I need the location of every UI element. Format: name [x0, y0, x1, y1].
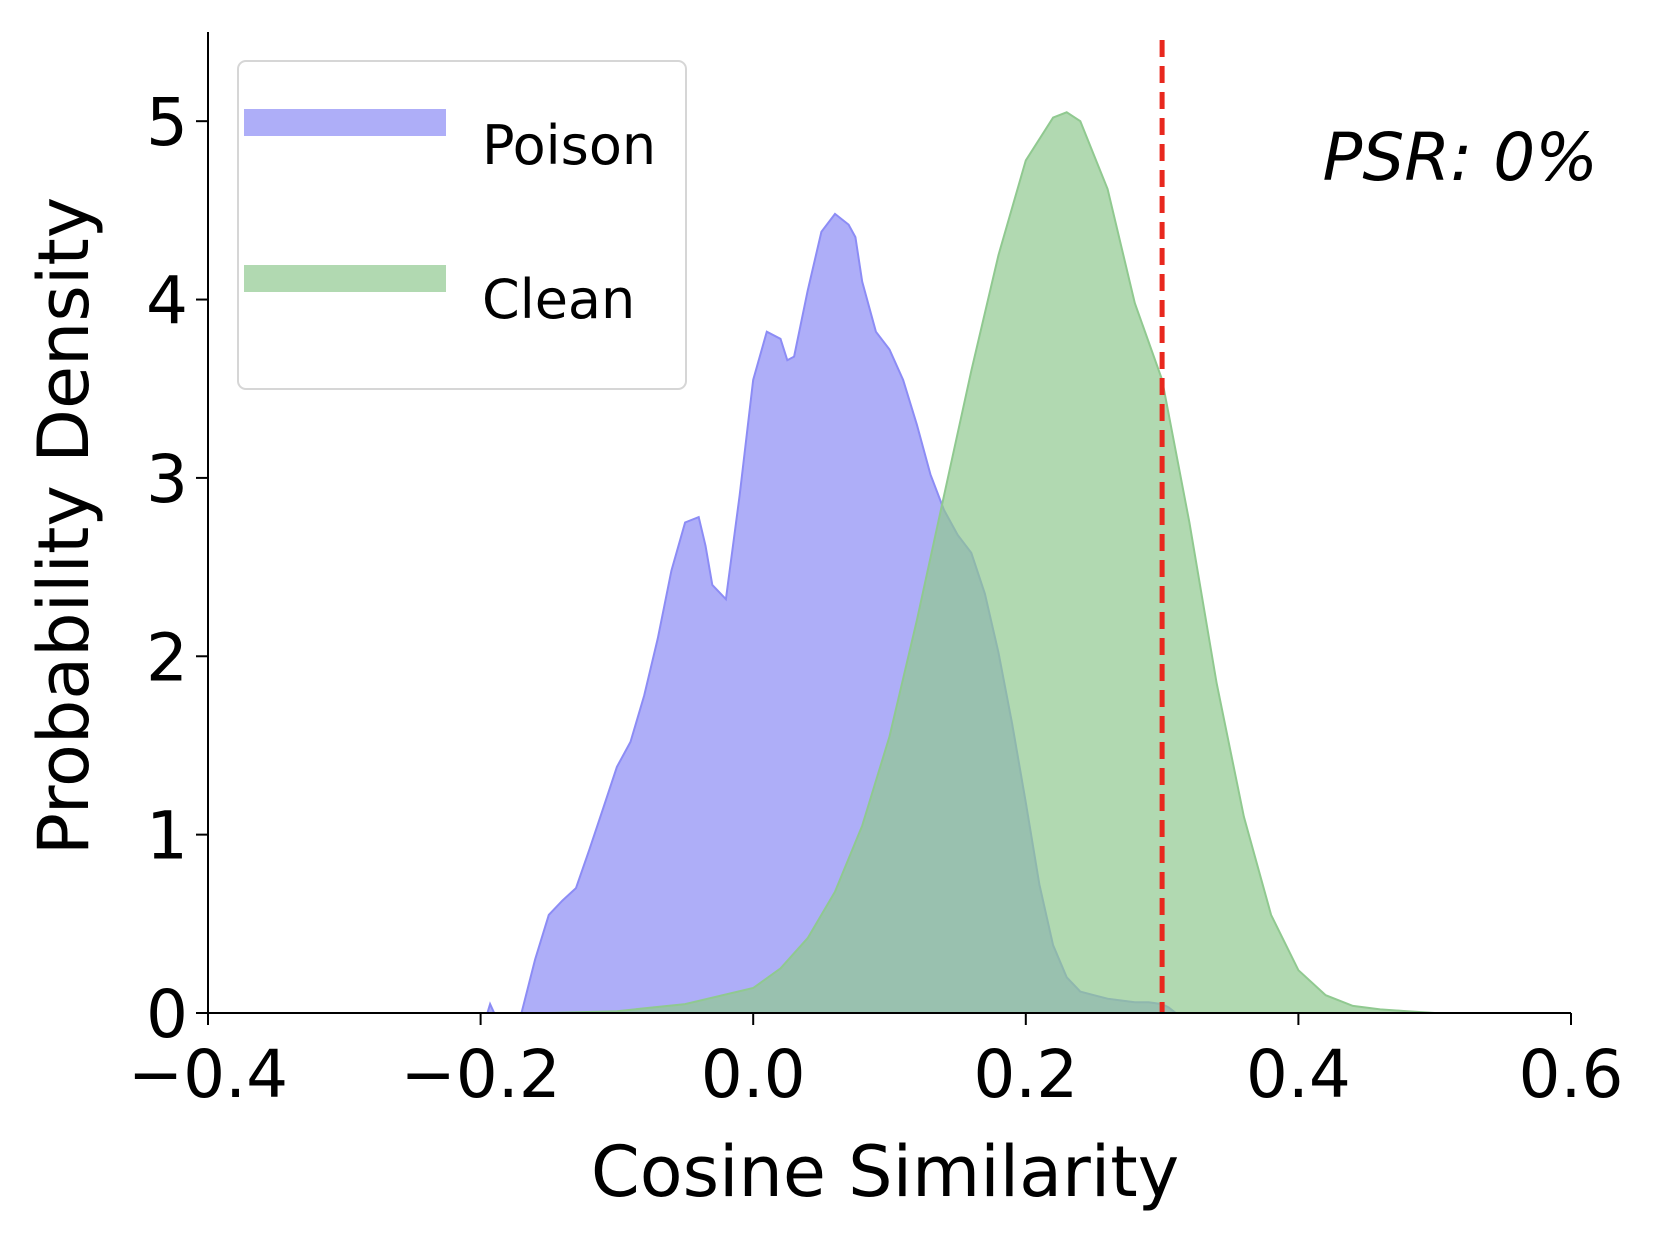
y-axis-label: Probability Density — [23, 197, 105, 855]
y-tick-label: 4 — [146, 263, 188, 340]
y-tick-label: 1 — [146, 798, 188, 875]
y-tick-label: 5 — [146, 84, 188, 161]
legend-frame — [237, 60, 687, 390]
area-clean — [548, 111, 1449, 1014]
x-axis-label: Cosine Similarity — [591, 1131, 1179, 1213]
legend-label-clean: Clean — [482, 268, 635, 331]
x-tick-label: 0.4 — [1246, 1036, 1351, 1113]
legend-label-poison: Poison — [482, 114, 656, 177]
series-layer — [486, 111, 1449, 1014]
legend-swatch-poison — [244, 109, 446, 136]
x-tick-label: 0.0 — [701, 1036, 806, 1113]
x-tick-label: 0.2 — [973, 1036, 1078, 1113]
y-tick-label: 2 — [146, 619, 188, 696]
y-tick-label: 3 — [146, 441, 188, 518]
legend: Poison Clean — [237, 60, 687, 390]
axes-layer: −0.4 −0.2 0.0 0.2 0.4 0.6 0 1 2 3 4 5 — [128, 32, 1624, 1113]
x-tick-label: −0.4 — [128, 1036, 288, 1113]
x-tick-label: 0.6 — [1519, 1036, 1624, 1113]
x-tick-label: −0.2 — [400, 1036, 560, 1113]
legend-swatch-clean — [244, 265, 446, 292]
psr-annotation: PSR: 0% — [1323, 119, 1598, 196]
y-tick-label: 0 — [146, 976, 188, 1053]
